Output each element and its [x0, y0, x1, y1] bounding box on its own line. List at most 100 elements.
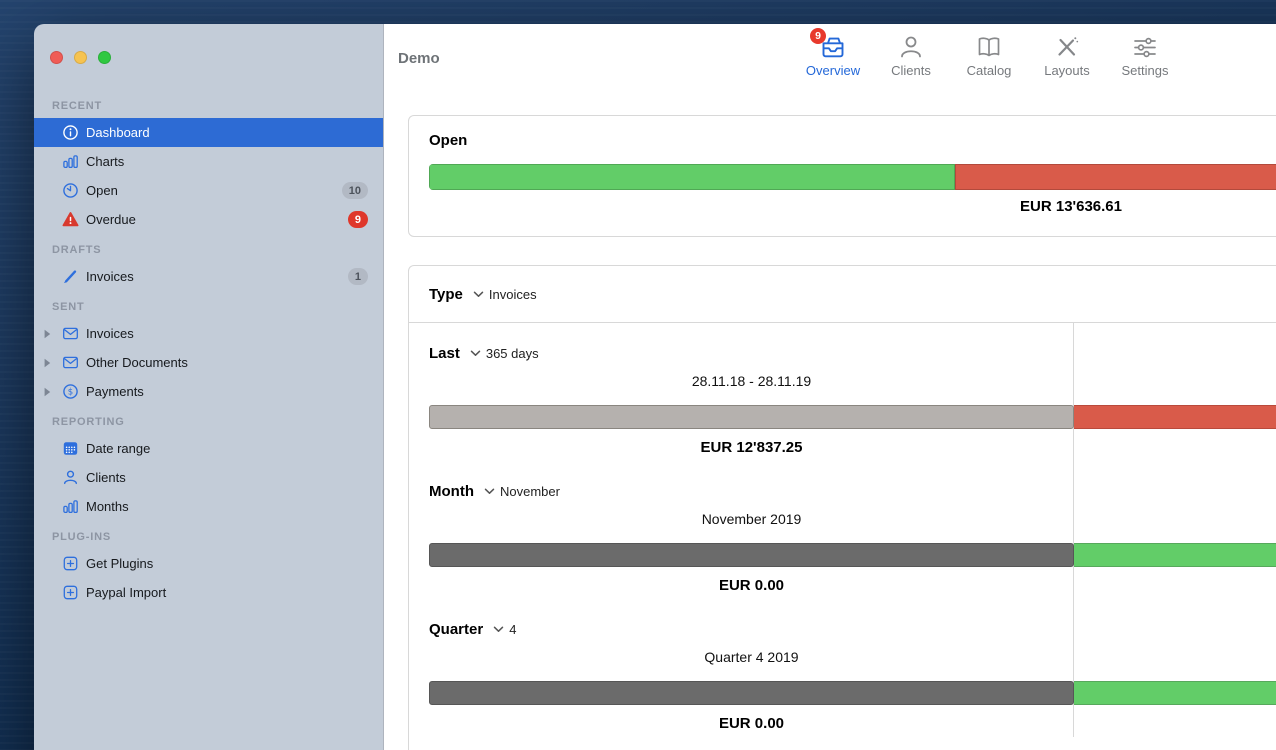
count-badge: 9: [347, 211, 368, 228]
open-summary-card: Open EUR 13'636.61: [408, 115, 1276, 237]
toolbar-tabs: 9 Overview Clients Catalog Lay: [798, 28, 1180, 78]
svg-text:$: $: [68, 388, 73, 398]
bar-chart-icon: [62, 153, 79, 170]
sliders-icon: [1131, 33, 1159, 61]
calendar-icon: [62, 440, 79, 457]
paid-segment: [429, 164, 956, 190]
comparison-bar: [1074, 405, 1276, 429]
count-badge: 1: [347, 268, 368, 285]
quarter-dropdown[interactable]: Quarter 4: [429, 620, 517, 638]
sidebar-item-label: Clients: [86, 470, 126, 485]
period-bar: [429, 681, 1074, 705]
sidebar-item-clients[interactable]: Clients: [34, 463, 383, 492]
envelope-icon: [62, 325, 79, 342]
pencil-icon: [62, 268, 79, 285]
sidebar-item-get-plugins[interactable]: Get Plugins: [34, 549, 383, 578]
sidebar-item-label: Open: [86, 183, 118, 198]
type-report-card: Type Invoices Last 365 days: [408, 265, 1276, 750]
sidebar-item-charts[interactable]: Charts: [34, 147, 383, 176]
tab-clients[interactable]: Clients: [876, 33, 946, 78]
sidebar-item-label: Dashboard: [86, 125, 150, 140]
comparison-row: [1074, 461, 1276, 599]
sidebar-item-label: Paypal Import: [86, 585, 167, 600]
plus-square-icon: [62, 584, 79, 601]
sidebar-item-label: Charts: [86, 154, 125, 169]
main-content: Demo 9 Overview Clients Catalog: [384, 24, 1276, 750]
comparison-column: [1074, 323, 1276, 737]
period-bar: [429, 543, 1074, 567]
chevron-down-icon: [470, 350, 481, 357]
book-icon: [975, 33, 1003, 61]
sidebar-item-label: Overdue: [86, 212, 136, 227]
clock-icon: [62, 182, 79, 199]
sidebar-item-label: Other Documents: [86, 355, 188, 370]
sidebar-item-date-range[interactable]: Date range: [34, 434, 383, 463]
tools-icon: [1053, 33, 1081, 61]
person-icon: [62, 469, 79, 486]
notification-badge: 9: [810, 28, 826, 44]
period-amount: EUR 0.00: [718, 715, 785, 732]
type-filter-row: Type Invoices: [409, 266, 1276, 323]
comparison-bar: [1074, 681, 1276, 705]
person-icon: [897, 33, 925, 61]
sidebar-item-sent-invoices[interactable]: Invoices: [34, 319, 383, 348]
count-badge: 10: [341, 182, 368, 199]
tab-catalog[interactable]: Catalog: [954, 33, 1024, 78]
section-header-recent: RECENT: [52, 100, 103, 112]
tab-layouts[interactable]: Layouts: [1032, 33, 1102, 78]
envelope-icon: [62, 354, 79, 371]
sidebar: RECENT Dashboard Charts: [34, 24, 384, 750]
disclosure-triangle-icon[interactable]: [42, 387, 52, 397]
sidebar-item-draft-invoices[interactable]: Invoices 1: [34, 262, 383, 291]
app-window: RECENT Dashboard Charts: [34, 24, 1276, 750]
close-button[interactable]: [50, 51, 63, 64]
type-dropdown[interactable]: Invoices: [488, 286, 537, 302]
period-row-month: Month November November 2019 EUR 0.00: [409, 461, 1074, 599]
info-icon: [62, 124, 79, 141]
open-segment: [955, 164, 1276, 190]
chevron-down-icon: [484, 488, 495, 495]
section-header-reporting: REPORTING: [52, 416, 125, 428]
sidebar-item-label: Get Plugins: [86, 556, 154, 571]
month-dropdown[interactable]: Month November: [429, 482, 560, 500]
document-title: Demo: [398, 50, 440, 67]
period-column: Last 365 days 28.11.18 - 28.11.19 EUR 12…: [409, 323, 1074, 737]
minimize-button[interactable]: [74, 51, 87, 64]
type-card-body: Last 365 days 28.11.18 - 28.11.19 EUR 12…: [409, 323, 1276, 737]
period-amount: EUR 0.00: [718, 577, 785, 594]
sidebar-item-label: Payments: [86, 384, 144, 399]
sidebar-item-overdue[interactable]: Overdue 9: [34, 205, 383, 234]
section-header-drafts: DRAFTS: [52, 244, 102, 256]
sidebar-item-dashboard[interactable]: Dashboard: [34, 118, 383, 147]
disclosure-triangle-icon[interactable]: [42, 358, 52, 368]
sidebar-item-payments[interactable]: $ Payments: [34, 377, 383, 406]
comparison-row: [1074, 323, 1276, 461]
sidebar-item-label: Months: [86, 499, 129, 514]
tab-settings[interactable]: Settings: [1110, 33, 1180, 78]
sidebar-item-other-documents[interactable]: Other Documents: [34, 348, 383, 377]
sidebar-item-open[interactable]: Open 10: [34, 176, 383, 205]
period-bar: [429, 405, 1074, 429]
sidebar-item-months[interactable]: Months: [34, 492, 383, 521]
disclosure-triangle-icon[interactable]: [42, 329, 52, 339]
comparison-row: [1074, 599, 1276, 737]
period-amount: EUR 12'837.25: [700, 439, 803, 456]
sidebar-item-paypal-import[interactable]: Paypal Import: [34, 578, 383, 607]
comparison-bar: [1074, 543, 1276, 567]
tab-overview[interactable]: 9 Overview: [805, 28, 861, 78]
warning-icon: [62, 211, 79, 228]
type-label: Type: [429, 285, 463, 303]
section-header-plugins: PLUG-INS: [52, 531, 111, 543]
open-progress-bar: [429, 164, 1276, 190]
period-row-quarter: Quarter 4 Quarter 4 2019 EUR 0.00: [409, 599, 1074, 737]
period-row-last: Last 365 days 28.11.18 - 28.11.19 EUR 12…: [409, 323, 1074, 461]
plus-square-icon: [62, 555, 79, 572]
open-amount: EUR 13'636.61: [1020, 198, 1122, 215]
last-dropdown[interactable]: Last 365 days: [429, 344, 539, 362]
inbox-icon: 9: [810, 28, 847, 61]
date-range-label: Quarter 4 2019: [704, 649, 799, 665]
zoom-button[interactable]: [98, 51, 111, 64]
date-range-label: 28.11.18 - 28.11.19: [691, 373, 812, 389]
section-header-sent: SENT: [52, 301, 85, 313]
